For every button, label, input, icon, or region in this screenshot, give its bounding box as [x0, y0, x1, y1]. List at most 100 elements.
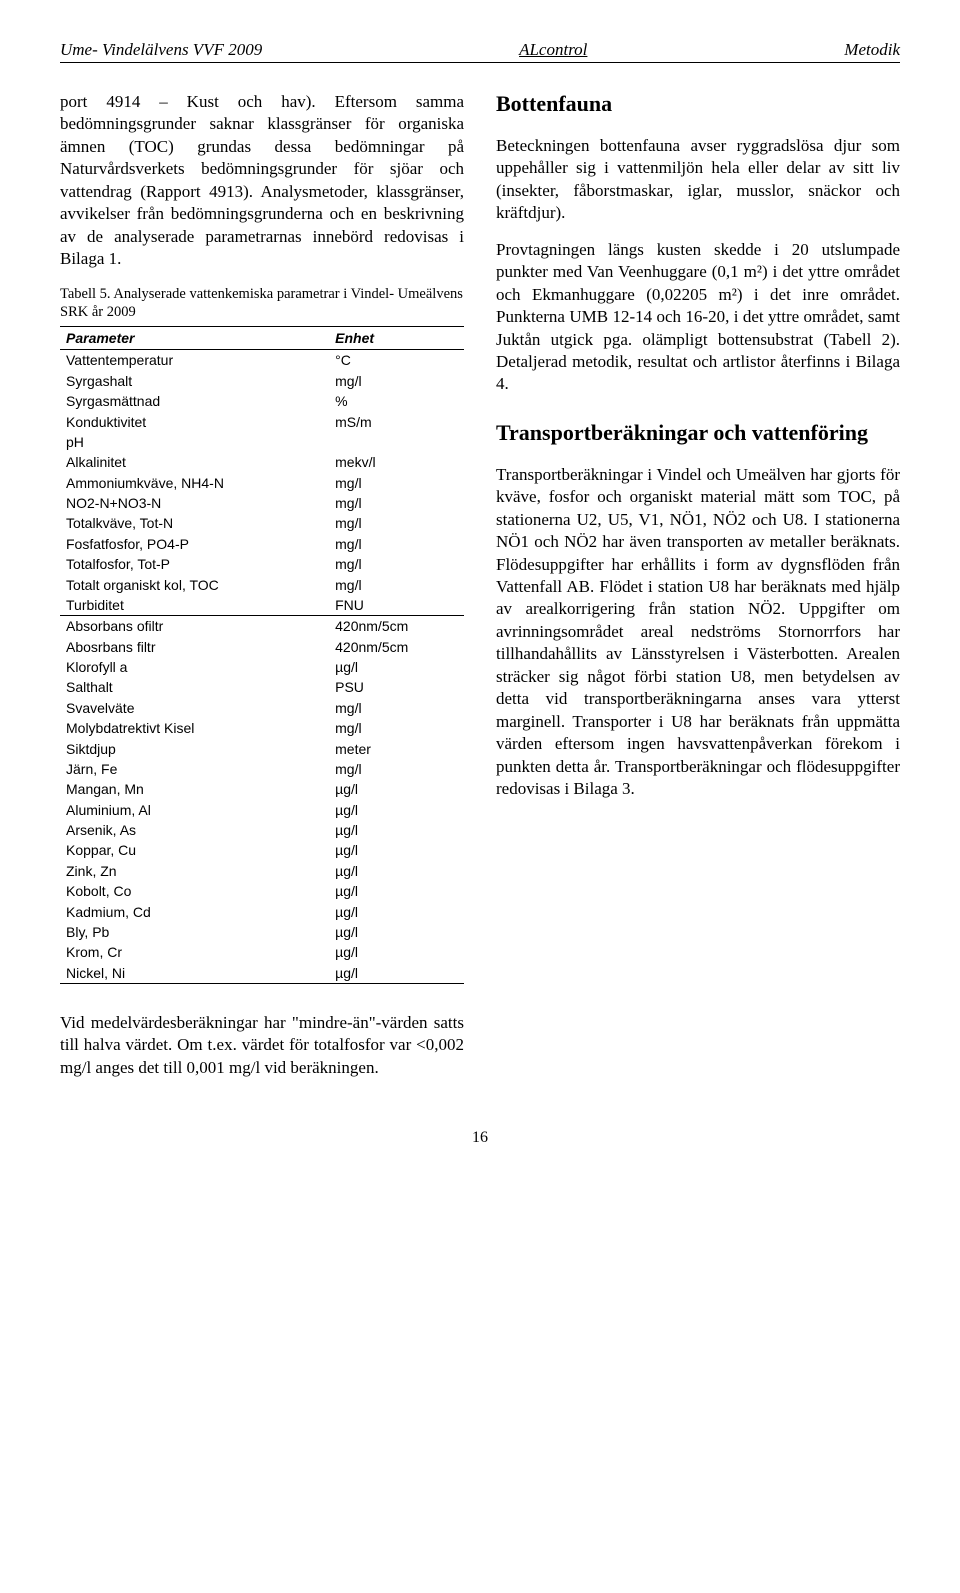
table-caption: Tabell 5. Analyserade vattenkemiska para…: [60, 285, 464, 323]
table-row: NO2-N+NO3-Nmg/l: [60, 493, 464, 513]
cell-param: Zink, Zn: [60, 861, 329, 881]
table-row: Klorofyll aµg/l: [60, 657, 464, 677]
cell-unit: [329, 432, 464, 452]
cell-unit: µg/l: [329, 657, 464, 677]
table-row: Kobolt, Coµg/l: [60, 881, 464, 901]
cell-param: Totalkväve, Tot-N: [60, 513, 329, 533]
table-row: Fosfatfosfor, PO4-Pmg/l: [60, 534, 464, 554]
cell-unit: mg/l: [329, 513, 464, 533]
page-header: Ume- Vindelälvens VVF 2009 ALcontrol Met…: [60, 40, 900, 63]
table-row: Syrgashaltmg/l: [60, 371, 464, 391]
right-column: Bottenfauna Beteckningen bottenfauna avs…: [496, 91, 900, 1093]
cell-param: Salthalt: [60, 677, 329, 697]
cell-param: Kobolt, Co: [60, 881, 329, 901]
cell-param: Siktdjup: [60, 738, 329, 758]
cell-unit: meter: [329, 738, 464, 758]
page-number: 16: [472, 1129, 488, 1146]
cell-param: Klorofyll a: [60, 657, 329, 677]
cell-param: Abosrbans filtr: [60, 636, 329, 656]
table-row: Aluminium, Alµg/l: [60, 799, 464, 819]
cell-param: Koppar, Cu: [60, 840, 329, 860]
cell-unit: PSU: [329, 677, 464, 697]
table-row: Kadmium, Cdµg/l: [60, 901, 464, 921]
table-row: Totalfosfor, Tot-Pmg/l: [60, 554, 464, 574]
table-header-row: Parameter Enhet: [60, 327, 464, 350]
table-row: Nickel, Niµg/l: [60, 962, 464, 983]
cell-param: Järn, Fe: [60, 759, 329, 779]
cell-unit: mg/l: [329, 472, 464, 492]
cell-unit: µg/l: [329, 799, 464, 819]
cell-param: Fosfatfosfor, PO4-P: [60, 534, 329, 554]
cell-unit: mg/l: [329, 718, 464, 738]
table-row: pH: [60, 432, 464, 452]
header-right: Metodik: [844, 40, 900, 60]
table-row: Syrgasmättnad%: [60, 391, 464, 411]
cell-param: Bly, Pb: [60, 922, 329, 942]
table-row: Alkalinitetmekv/l: [60, 452, 464, 472]
table-row: Vattentemperatur°C: [60, 350, 464, 371]
cell-unit: µg/l: [329, 779, 464, 799]
table-row: Zink, Znµg/l: [60, 861, 464, 881]
col-header-parameter: Parameter: [60, 327, 329, 350]
header-left: Ume- Vindelälvens VVF 2009: [60, 40, 262, 60]
table-row: Totalt organiskt kol, TOCmg/l: [60, 574, 464, 594]
cell-param: Absorbans ofiltr: [60, 616, 329, 637]
cell-param: Arsenik, As: [60, 820, 329, 840]
cell-param: Turbiditet: [60, 595, 329, 616]
parameter-table: Parameter Enhet Vattentemperatur°C Syrga…: [60, 326, 464, 984]
table-row: Järn, Femg/l: [60, 759, 464, 779]
header-center: ALcontrol: [519, 40, 587, 60]
page-container: Ume- Vindelälvens VVF 2009 ALcontrol Met…: [0, 0, 960, 1187]
cell-param: NO2-N+NO3-N: [60, 493, 329, 513]
left-column: port 4914 – Kust och hav). Eftersom samm…: [60, 91, 464, 1093]
table-row: SalthaltPSU: [60, 677, 464, 697]
cell-unit: µg/l: [329, 820, 464, 840]
cell-unit: µg/l: [329, 962, 464, 983]
cell-param: Molybdatrektivt Kisel: [60, 718, 329, 738]
cell-param: Mangan, Mn: [60, 779, 329, 799]
cell-unit: 420nm/5cm: [329, 616, 464, 637]
cell-unit: mg/l: [329, 534, 464, 554]
cell-unit: FNU: [329, 595, 464, 616]
cell-unit: mekv/l: [329, 452, 464, 472]
cell-unit: µg/l: [329, 942, 464, 962]
table-row: Siktdjupmeter: [60, 738, 464, 758]
cell-unit: mS/m: [329, 411, 464, 431]
cell-param: Nickel, Ni: [60, 962, 329, 983]
table-row: Svavelvätemg/l: [60, 698, 464, 718]
table-row: TurbiditetFNU: [60, 595, 464, 616]
cell-param: Syrgashalt: [60, 371, 329, 391]
cell-unit: 420nm/5cm: [329, 636, 464, 656]
right-para-3: Transportberäkningar i Vindel och Umeälv…: [496, 464, 900, 801]
table-row: Arsenik, Asµg/l: [60, 820, 464, 840]
cell-unit: %: [329, 391, 464, 411]
table-row: Koppar, Cuµg/l: [60, 840, 464, 860]
cell-unit: µg/l: [329, 881, 464, 901]
cell-param: Alkalinitet: [60, 452, 329, 472]
table-row: Bly, Pbµg/l: [60, 922, 464, 942]
cell-param: pH: [60, 432, 329, 452]
table-row: Ammoniumkväve, NH4-Nmg/l: [60, 472, 464, 492]
page-footer: 16: [60, 1129, 900, 1147]
cell-param: Svavelväte: [60, 698, 329, 718]
cell-unit: mg/l: [329, 554, 464, 574]
left-para-1: port 4914 – Kust och hav). Eftersom samm…: [60, 91, 464, 271]
table-row: KonduktivitetmS/m: [60, 411, 464, 431]
cell-param: Totalfosfor, Tot-P: [60, 554, 329, 574]
cell-unit: mg/l: [329, 371, 464, 391]
table-row: Totalkväve, Tot-Nmg/l: [60, 513, 464, 533]
cell-param: Kadmium, Cd: [60, 901, 329, 921]
cell-param: Aluminium, Al: [60, 799, 329, 819]
cell-param: Ammoniumkväve, NH4-N: [60, 472, 329, 492]
table-body: Vattentemperatur°C Syrgashaltmg/l Syrgas…: [60, 350, 464, 984]
cell-param: Totalt organiskt kol, TOC: [60, 574, 329, 594]
table-row: Mangan, Mnµg/l: [60, 779, 464, 799]
cell-unit: °C: [329, 350, 464, 371]
left-para-2: Vid medelvärdesberäkningar har "mindre-ä…: [60, 1012, 464, 1079]
table-row: Krom, Crµg/l: [60, 942, 464, 962]
cell-param: Syrgasmättnad: [60, 391, 329, 411]
cell-unit: mg/l: [329, 493, 464, 513]
cell-unit: mg/l: [329, 698, 464, 718]
cell-unit: mg/l: [329, 574, 464, 594]
cell-param: Vattentemperatur: [60, 350, 329, 371]
